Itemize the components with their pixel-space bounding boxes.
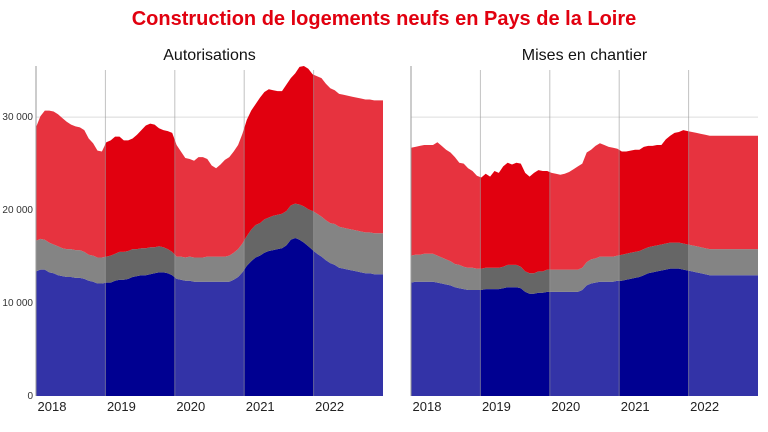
x-tick-label: 2018 bbox=[38, 399, 67, 414]
x-tick-label: 2022 bbox=[690, 399, 719, 414]
x-tick-label: 2021 bbox=[246, 399, 275, 414]
x-tick-label: 2018 bbox=[413, 399, 442, 414]
year-band-2020 bbox=[549, 62, 620, 396]
individuel-pur-area bbox=[411, 130, 758, 274]
y-tick-label: 10 000 bbox=[2, 298, 33, 309]
chart-title: Construction de logements neufs en Pays … bbox=[131, 8, 637, 30]
year-band-2018 bbox=[36, 62, 106, 396]
year-band-2022 bbox=[688, 62, 758, 396]
y-tick-label: 30 000 bbox=[2, 112, 33, 123]
year-band-2018 bbox=[411, 62, 481, 396]
individuel-pur-area bbox=[36, 66, 383, 258]
subtitle-autorisations: Autorisations bbox=[163, 47, 256, 64]
collectif-area bbox=[36, 238, 383, 396]
subtitle-mises-en-chantier: Mises en chantier bbox=[521, 47, 648, 64]
x-tick-label: 2019 bbox=[482, 399, 511, 414]
x-tick-label: 2022 bbox=[315, 399, 344, 414]
x-tick-label: 2019 bbox=[107, 399, 136, 414]
x-tick-label: 2020 bbox=[176, 399, 205, 414]
year-band-2022 bbox=[313, 62, 383, 396]
y-tick-label: 20 000 bbox=[2, 205, 33, 216]
x-tick-label: 2020 bbox=[551, 399, 580, 414]
individuel-groupe-area bbox=[36, 203, 383, 284]
y-tick-label: 0 bbox=[27, 391, 33, 402]
x-tick-label: 2021 bbox=[621, 399, 650, 414]
collectif-area bbox=[411, 268, 758, 396]
year-band-2020 bbox=[174, 62, 245, 396]
individuel-groupe-area bbox=[411, 242, 758, 294]
